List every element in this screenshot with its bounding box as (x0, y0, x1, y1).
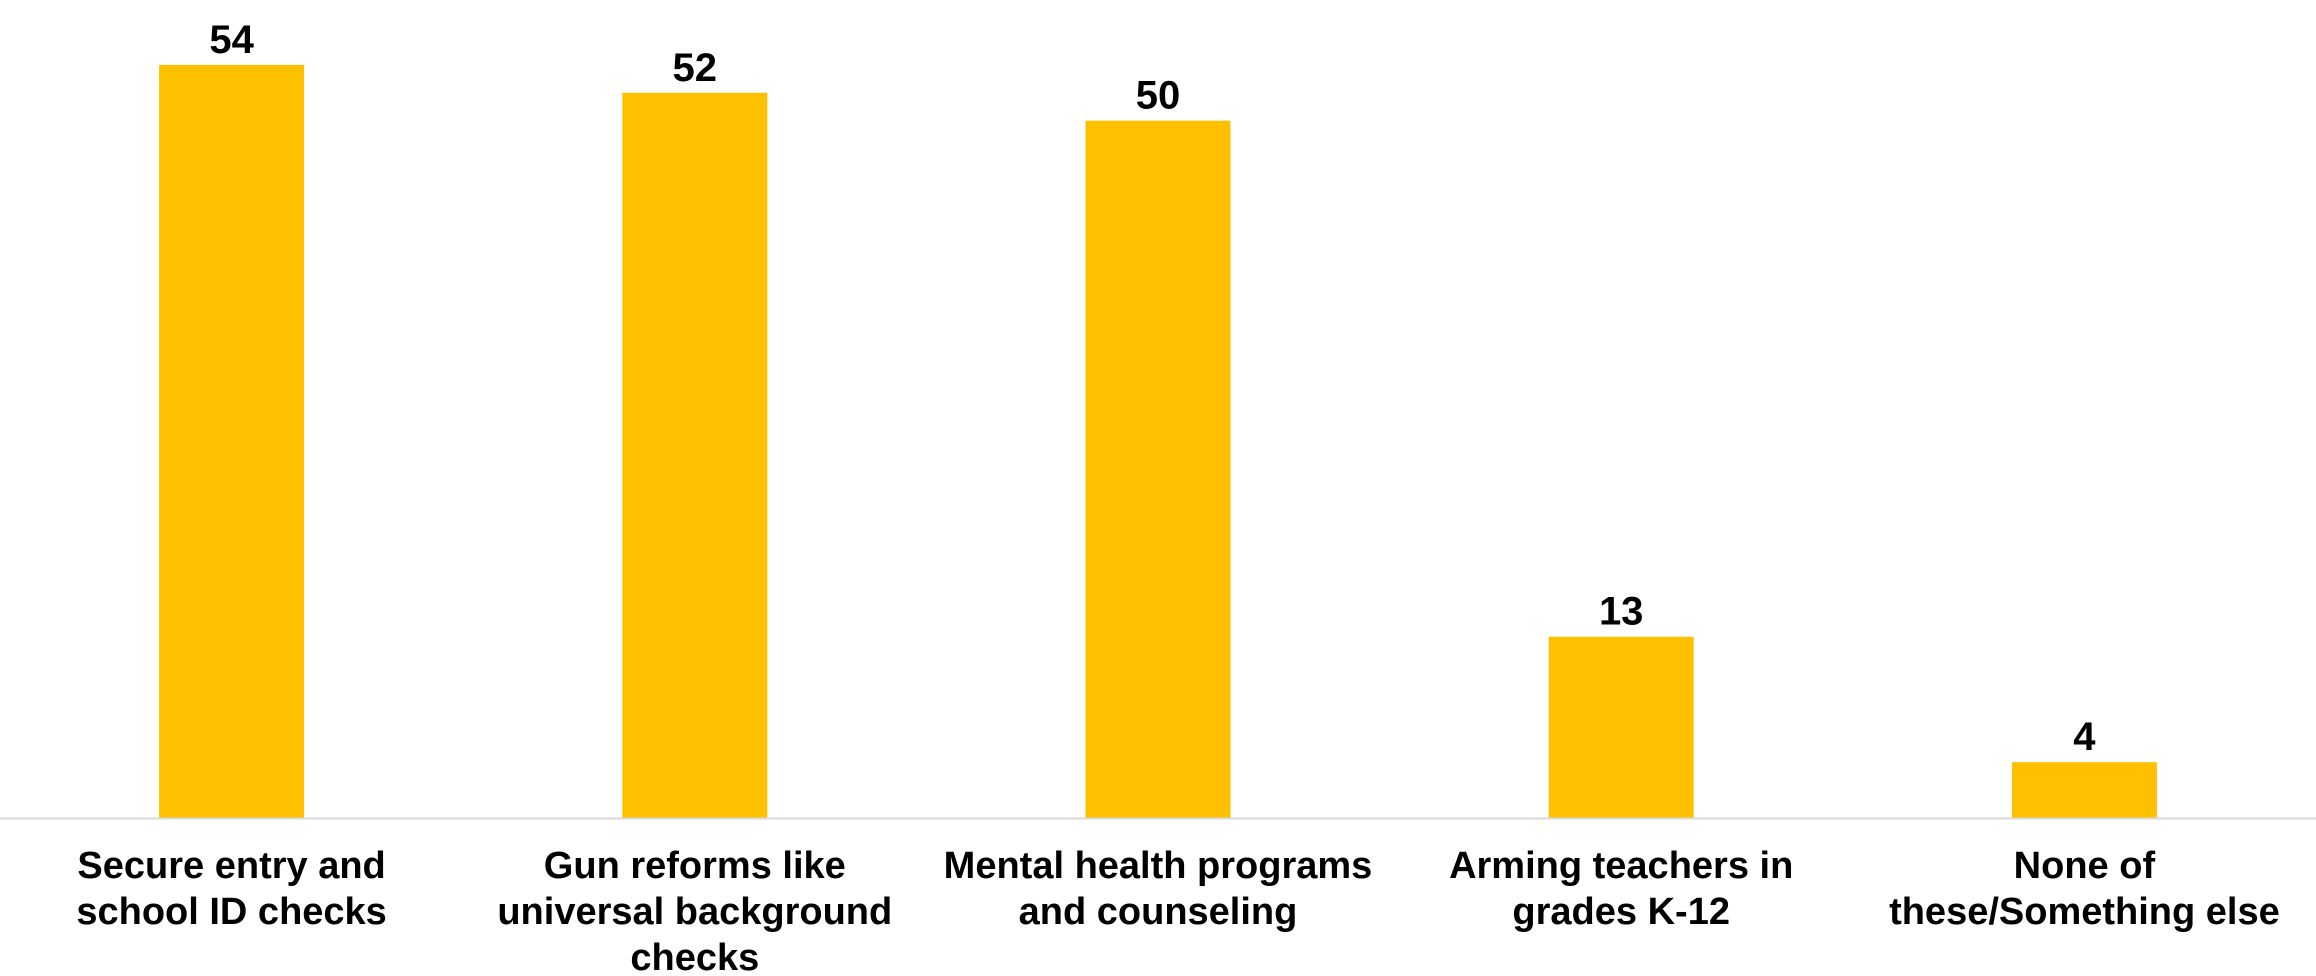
data-label-2: 52 (673, 46, 718, 90)
category-label-1-line-2: school ID checks (76, 891, 386, 933)
data-label-5: 4 (2073, 715, 2096, 759)
category-label-5-line-2: these/Something else (1889, 891, 2280, 933)
category-label-3: Mental health programs and counseling (944, 845, 1373, 933)
category-label-2-line-1: Gun reforms like (544, 845, 846, 887)
bar-1 (159, 64, 305, 818)
data-label-1: 54 (209, 18, 254, 62)
bar-4 (1548, 636, 1694, 818)
category-label-2: Gun reforms like universal background chec… (497, 845, 892, 976)
category-label-4-line-2: grades K-12 (1512, 891, 1730, 933)
category-label-1: Secure entry and school ID checks (76, 845, 386, 933)
data-label-3: 50 (1136, 74, 1181, 118)
category-label-5: None of these/Something else (1889, 845, 2280, 933)
bar-5 (2011, 762, 2157, 818)
category-label-3-line-2: and counseling (1019, 891, 1298, 933)
category-label-5-line-1: None of (2014, 845, 2156, 887)
category-label-2-line-2: universal background (497, 891, 892, 933)
category-label-4: Arming teachers in grades K-12 (1449, 845, 1793, 933)
category-labels-layer: Secure entry and school ID checks Gun refo… (76, 845, 2279, 976)
category-label-1-line-1: Secure entry and (77, 845, 385, 887)
value-labels-layer: 54 52 50 13 4 (209, 18, 2096, 759)
category-label-3-line-1: Mental health programs (944, 845, 1373, 887)
category-label-4-line-1: Arming teachers in (1449, 845, 1793, 887)
category-label-2-line-3: checks (630, 937, 759, 976)
bars-layer (159, 64, 2157, 819)
bar-3 (1085, 120, 1231, 818)
bar-2 (622, 92, 768, 819)
data-label-4: 13 (1599, 590, 1644, 634)
